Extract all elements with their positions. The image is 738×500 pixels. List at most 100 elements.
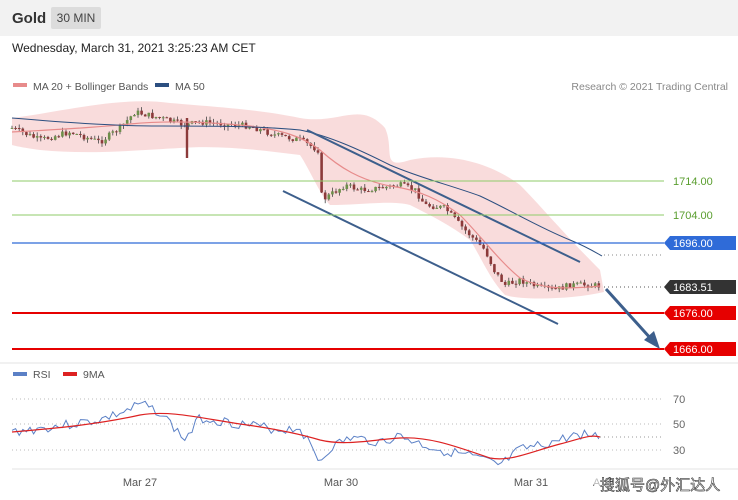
candle-body-33 [129, 116, 133, 121]
candle-body-71 [266, 129, 269, 135]
candle-body-23 [93, 138, 97, 140]
candle-body-10 [46, 136, 50, 139]
candle-body-116 [428, 204, 431, 207]
watermark-bg [594, 472, 738, 498]
x-tick-mar27: Mar 27 [123, 477, 157, 489]
candle-body-14 [61, 131, 64, 137]
x-tick-mar31: Mar 31 [514, 477, 548, 489]
candle-body-70 [262, 129, 266, 131]
candle-body-36 [140, 110, 143, 115]
candle-body-76 [284, 134, 287, 137]
candle-body-75 [280, 133, 284, 135]
candle-body-26 [104, 139, 107, 144]
candle-body-118 [435, 207, 439, 209]
candle-body-39 [151, 112, 154, 119]
candle-body-163 [597, 283, 601, 288]
candle-body-88 [327, 194, 331, 200]
candle-body-21 [86, 137, 89, 140]
candle-body-133 [489, 256, 493, 265]
channel-upper-line [306, 129, 581, 263]
ma50-legend-swatch [155, 83, 169, 87]
candle-body-119 [439, 205, 442, 208]
candle-body-103 [381, 187, 385, 189]
candle-body-109 [403, 182, 406, 184]
candle-body-137 [503, 281, 507, 285]
candle-body-46 [176, 119, 179, 121]
channel-lower-line [282, 190, 559, 325]
candle-body-32 [125, 120, 129, 124]
candle-body-131 [482, 244, 485, 249]
candle-body-159 [583, 282, 586, 286]
candle-body-114 [421, 198, 424, 202]
candle-body-117 [431, 206, 435, 209]
timeframe-button[interactable]: 30 MIN [51, 7, 101, 29]
candle-body-91 [338, 189, 341, 193]
candle-body-89 [331, 191, 334, 195]
candle-body-129 [475, 237, 478, 240]
candle-body-95 [352, 184, 356, 190]
candle-body-40 [154, 117, 158, 119]
candle-body-4 [25, 132, 28, 136]
rsi-ma-legend-label: 9MA [83, 369, 105, 381]
level-1676-label: 1676.00 [673, 308, 713, 320]
ma50-line [11, 117, 603, 257]
candle-body-12 [53, 136, 57, 140]
candle-body-5 [28, 134, 32, 136]
candle-body-98 [363, 187, 367, 192]
candle-body-2 [17, 128, 21, 130]
candle-body-28 [111, 131, 115, 133]
candle-body-157 [575, 282, 579, 284]
level-1714-label: 1714.00 [673, 176, 713, 188]
projection-arrow-shaft [604, 287, 654, 342]
last-price-label: 1683.51 [673, 282, 713, 294]
candle-body-158 [579, 282, 583, 284]
candle-body-136 [500, 274, 503, 282]
candle-body-29 [115, 131, 118, 133]
candle-body-60 [226, 123, 230, 127]
candle-body-100 [370, 191, 374, 193]
candle-body-128 [471, 235, 475, 238]
candle-body-120 [442, 205, 446, 207]
candle-body-62 [233, 124, 237, 127]
ma50-legend-label: MA 50 [175, 81, 205, 93]
candle-body-72 [269, 134, 273, 136]
candle-body-55 [208, 120, 212, 123]
candle-body-47 [179, 119, 183, 126]
candle-body-93 [345, 184, 349, 189]
rsi-axis-70: 70 [673, 394, 685, 406]
candle-body-44 [169, 117, 172, 122]
candle-body-34 [133, 115, 136, 117]
candle-body-127 [467, 230, 471, 236]
rsi-ma-line [11, 412, 601, 460]
rsi-ma-legend-swatch [63, 372, 77, 376]
level-1666-tag [664, 342, 736, 356]
chart-timestamp: Wednesday, March 31, 2021 3:25:23 AM CET [12, 41, 256, 55]
candle-body-94 [349, 184, 352, 186]
rsi-axis-50: 50 [673, 419, 685, 431]
candle-body-126 [464, 226, 467, 231]
candle-body-17 [71, 132, 75, 134]
candle-body-77 [287, 136, 291, 140]
last-price-tag [664, 280, 736, 294]
candle-body-102 [377, 186, 381, 188]
candle-body-110 [406, 183, 410, 186]
level-1704-label: 1704.00 [673, 210, 713, 222]
candle-body-78 [291, 139, 295, 141]
candle-body-66 [248, 127, 251, 129]
candle-body-85 [316, 150, 320, 153]
candle-body-115 [424, 201, 428, 205]
candle-body-20 [82, 134, 86, 140]
candle-body-130 [478, 239, 482, 245]
candle-body-51 [194, 121, 197, 123]
candle-body-6 [32, 134, 35, 138]
candle-body-19 [79, 133, 82, 135]
candle-body-8 [39, 136, 43, 138]
watermark-text: 搜狐号@外汇达人 [600, 477, 720, 494]
candle-body-18 [75, 133, 79, 135]
top-bar: Gold 30 MIN [0, 0, 738, 36]
candle-body-9 [43, 136, 46, 138]
candle-body-150 [550, 287, 554, 289]
candle-body-68 [255, 127, 259, 132]
candle-body-3 [21, 128, 25, 133]
